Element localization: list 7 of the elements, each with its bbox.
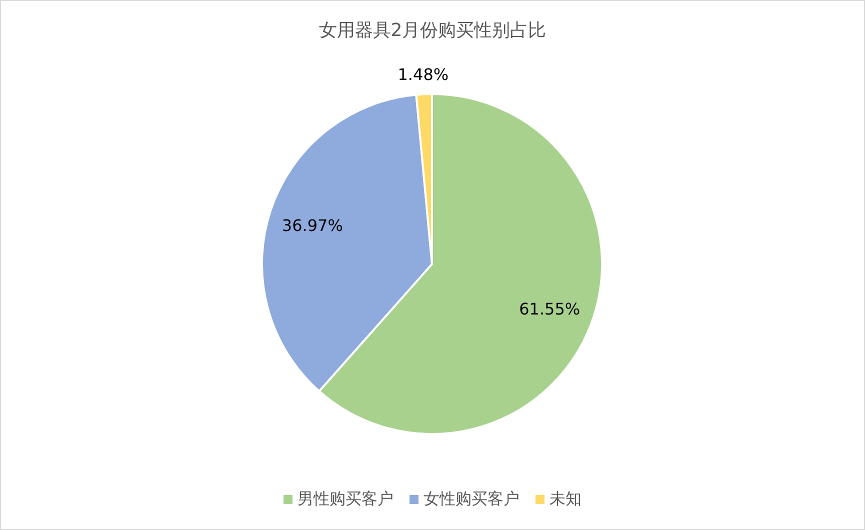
legend-label: 女性购买客户 <box>424 489 520 508</box>
legend-label: 男性购买客户 <box>298 489 394 508</box>
data-label: 1.48% <box>398 65 449 84</box>
legend-label: 未知 <box>550 489 582 508</box>
data-label: 36.97% <box>282 216 343 235</box>
data-label: 61.55% <box>519 300 580 319</box>
chart-title: 女用器具2月份购买性别占比 <box>318 20 546 41</box>
